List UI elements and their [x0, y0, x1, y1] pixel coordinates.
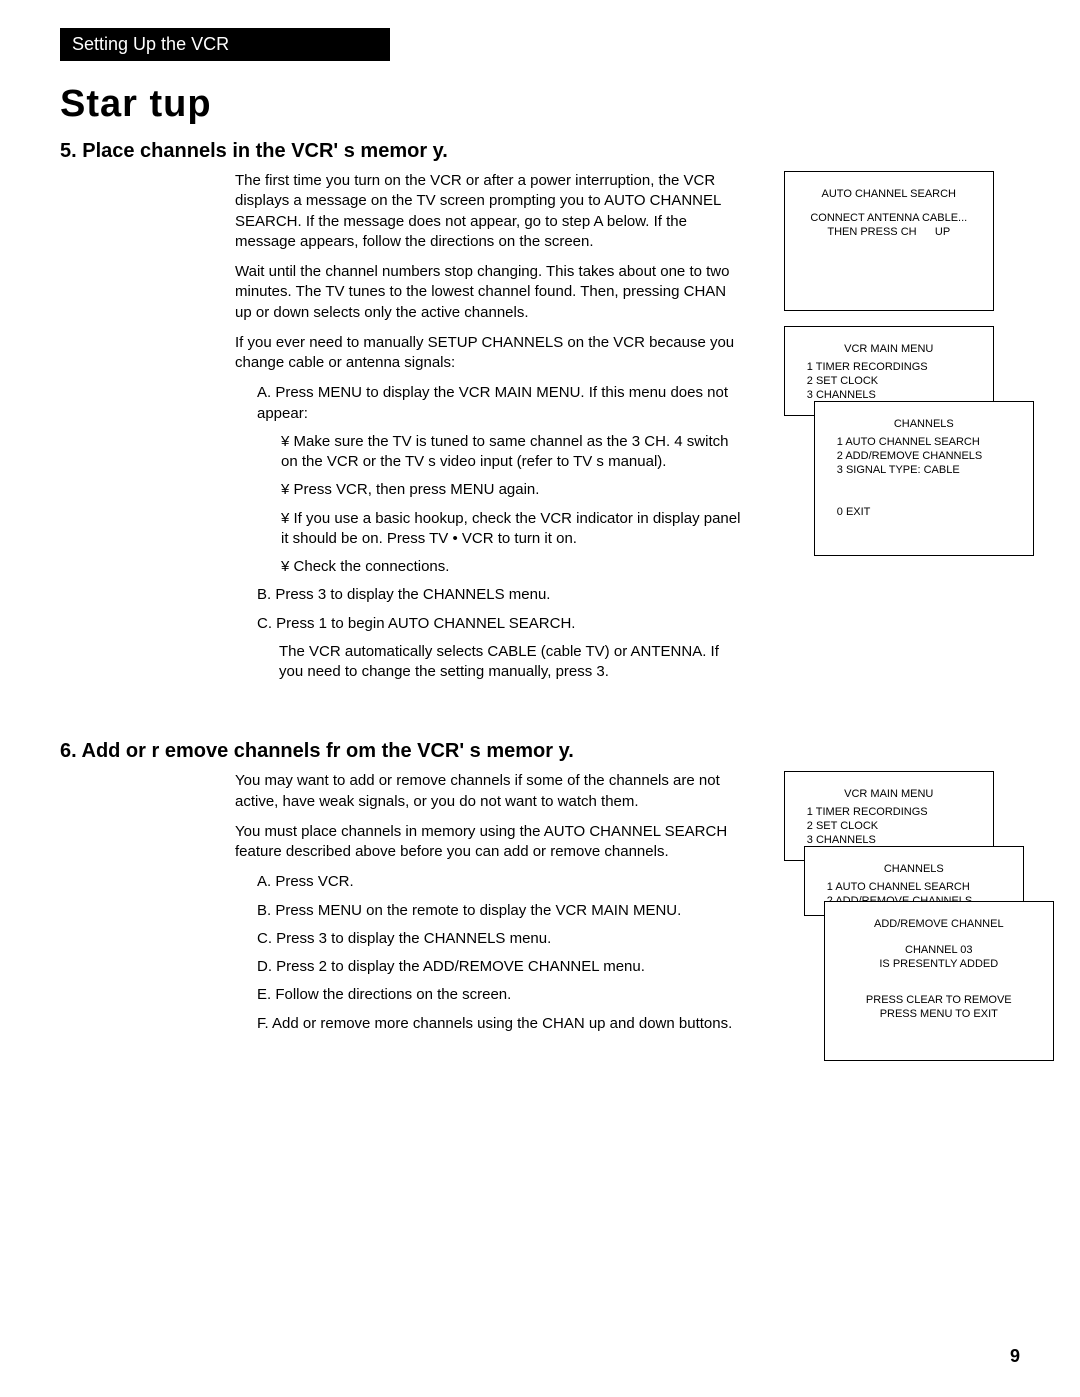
page-number: 9	[1010, 1346, 1020, 1367]
step5-c: C. Press 1 to begin AUTO CHANNEL SEARCH.	[257, 614, 744, 634]
screen-auto-search: AUTO CHANNEL SEARCH CONNECT ANTENNA CABL…	[784, 171, 994, 311]
screen-line: 2 SET CLOCK	[793, 375, 985, 387]
step6-p2: You must place channels in memory using …	[235, 822, 744, 863]
step5-body: The first time you turn on the VCR or af…	[235, 171, 744, 690]
screen-line: 2 ADD/REMOVE CHANNELS	[823, 450, 1025, 462]
step5-p3: If you ever need to manually SETUP CHANN…	[235, 333, 744, 374]
section-header: Setting Up the VCR	[60, 28, 390, 61]
step6-p1: You may want to add or remove channels i…	[235, 771, 744, 812]
screen-title: CHANNELS	[823, 418, 1025, 430]
step6-a: A. Press VCR.	[257, 872, 744, 892]
step5-p1: The first time you turn on the VCR or af…	[235, 171, 744, 252]
step6-b: B. Press MENU on the remote to display t…	[257, 901, 744, 921]
screen-line: 1 AUTO CHANNEL SEARCH	[813, 881, 1015, 893]
step6-f: F. Add or remove more channels using the…	[257, 1014, 744, 1034]
step5-diagrams: AUTO CHANNEL SEARCH CONNECT ANTENNA CABL…	[784, 171, 1020, 591]
screen-title: AUTO CHANNEL SEARCH	[793, 188, 985, 200]
screen-line: 1 AUTO CHANNEL SEARCH	[823, 436, 1025, 448]
screen-title: ADD/REMOVE CHANNEL	[833, 918, 1045, 930]
step5-heading: 5. Place channels in the VCR' s memor y.	[60, 140, 1020, 163]
screen-title: VCR MAIN MENU	[793, 343, 985, 355]
step6-d: D. Press 2 to display the ADD/REMOVE CHA…	[257, 957, 744, 977]
screen-line: THEN PRESS CH UP	[793, 226, 985, 238]
step6-e: E. Follow the directions on the screen.	[257, 985, 744, 1005]
step6-heading: 6. Add or r emove channels fr om the VCR…	[60, 740, 1020, 763]
screen-line: PRESS CLEAR TO REMOVE	[833, 994, 1045, 1006]
step5-c-p: The VCR automatically selects CABLE (cab…	[279, 642, 744, 683]
screen-line: PRESS MENU TO EXIT	[833, 1008, 1045, 1020]
screen-line: 1 TIMER RECORDINGS	[793, 361, 985, 373]
step5-a-b1: Make sure the TV is tuned to same channe…	[281, 432, 744, 473]
screen-add-remove: ADD/REMOVE CHANNEL CHANNEL 03 IS PRESENT…	[824, 901, 1054, 1061]
screen-line: 1 TIMER RECORDINGS	[793, 806, 985, 818]
screen-line: CHANNEL 03	[833, 944, 1045, 956]
screen-line: IS PRESENTLY ADDED	[833, 958, 1045, 970]
screen-line: 3 SIGNAL TYPE: CABLE	[823, 464, 1025, 476]
step6-diagrams: VCR MAIN MENU 1 TIMER RECORDINGS 2 SET C…	[784, 771, 1020, 1091]
step6-c: C. Press 3 to display the CHANNELS menu.	[257, 929, 744, 949]
step5-a-b4: Check the connections.	[281, 557, 744, 577]
page-title: Star tup	[60, 83, 1020, 126]
step5-b: B. Press 3 to display the CHANNELS menu.	[257, 585, 744, 605]
step5-a-b2: Press VCR, then press MENU again.	[281, 480, 744, 500]
screen-line: CONNECT ANTENNA CABLE...	[793, 212, 985, 224]
screen-title: CHANNELS	[813, 863, 1015, 875]
screen-line: 3 CHANNELS	[793, 834, 985, 846]
step5-a: A. Press MENU to display the VCR MAIN ME…	[257, 383, 744, 424]
screen-channels: CHANNELS 1 AUTO CHANNEL SEARCH 2 ADD/REM…	[814, 401, 1034, 556]
screen-line: 2 SET CLOCK	[793, 820, 985, 832]
screen-line: 3 CHANNELS	[793, 389, 985, 401]
step6-body: You may want to add or remove channels i…	[235, 771, 744, 1042]
screen-title: VCR MAIN MENU	[793, 788, 985, 800]
screen-line: 0 EXIT	[823, 506, 1025, 518]
step5-a-b3: If you use a basic hookup, check the VCR…	[281, 509, 744, 550]
step5-p2: Wait until the channel numbers stop chan…	[235, 262, 744, 323]
